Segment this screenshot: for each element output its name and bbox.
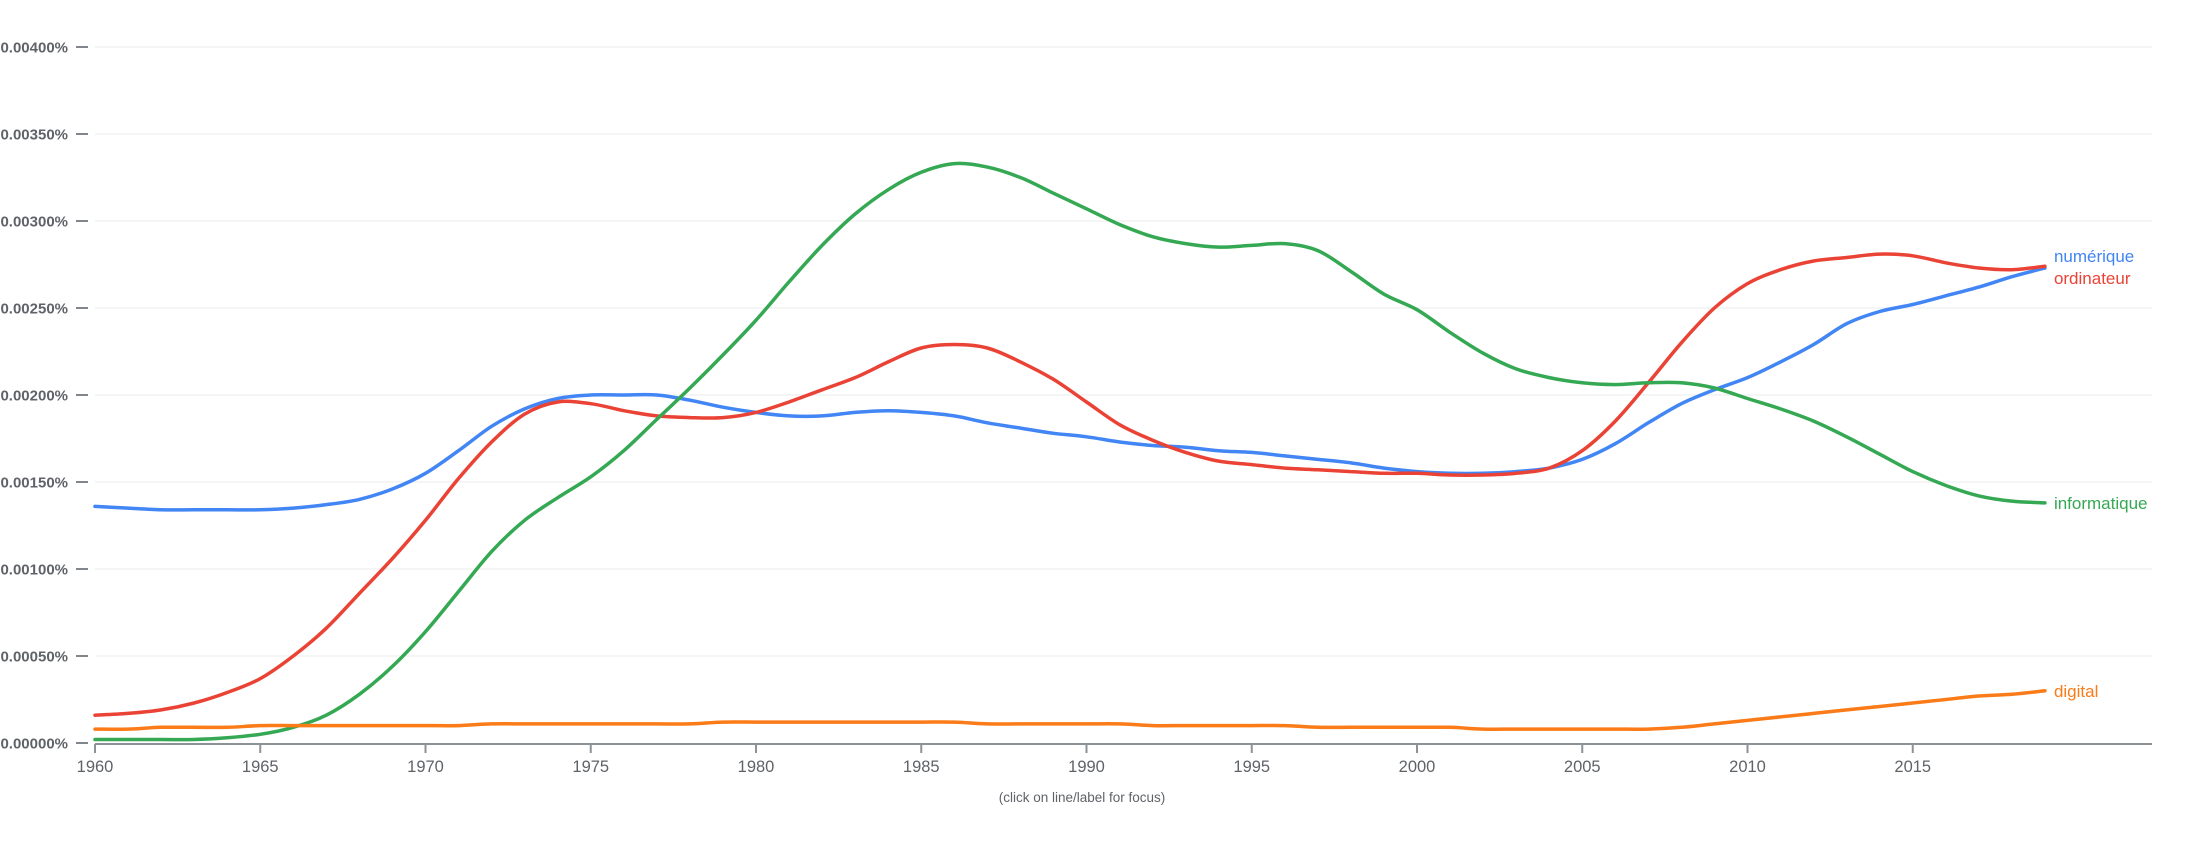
x-axis-label: 2010 (1729, 758, 1766, 776)
x-axis-label: 1980 (738, 758, 775, 776)
series-line-digital[interactable] (93, 689, 2047, 731)
x-axis-label: 1995 (1233, 758, 1270, 776)
x-axis-label: 1965 (242, 758, 279, 776)
y-axis-label: 0.00050% (0, 649, 68, 666)
x-axis-label: 1970 (407, 758, 444, 776)
y-axis-label: 0.00150% (0, 475, 68, 492)
y-axis-label: 0.00000% (0, 736, 68, 753)
series-label-digital[interactable]: digital (2054, 682, 2098, 701)
series-line-ordinateur[interactable] (93, 252, 2047, 717)
series-label-informatique[interactable]: informatique (2054, 494, 2148, 513)
y-axis-label: 0.00300% (0, 214, 68, 231)
x-axis-label: 2005 (1564, 758, 1601, 776)
x-axis-label: 1990 (1068, 758, 1105, 776)
y-axis-label: 0.00200% (0, 388, 68, 405)
series-line-informatique[interactable] (93, 161, 2047, 742)
y-axis-label: 0.00100% (0, 562, 68, 579)
series-label-ordinateur[interactable]: ordinateur (2054, 269, 2131, 288)
series-label-numerique[interactable]: numérique (2054, 247, 2134, 266)
x-axis-label: 2000 (1399, 758, 1436, 776)
x-axis-label: 1985 (903, 758, 940, 776)
y-axis-label: 0.00400% (0, 40, 68, 57)
chart-caption: (click on line/label for focus) (998, 790, 1166, 805)
x-axis-label: 1975 (572, 758, 609, 776)
x-axis-label: 2015 (1894, 758, 1931, 776)
y-axis-label: 0.00350% (0, 127, 68, 144)
x-axis-label: 1960 (77, 758, 114, 776)
y-axis-label: 0.00250% (0, 301, 68, 318)
